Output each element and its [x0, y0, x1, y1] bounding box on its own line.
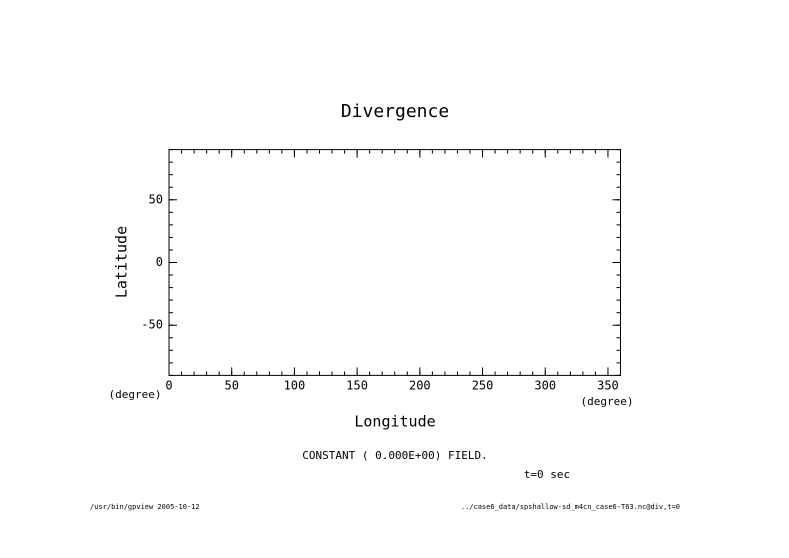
time-label: t=0 sec	[524, 468, 570, 481]
x-tick-label: 350	[597, 379, 619, 393]
y-axis-label: Latitude	[113, 226, 131, 298]
footer-right: ../case6_data/spshallow-sd_m4cn_case6-T6…	[461, 503, 680, 511]
x-tick-label: 0	[165, 379, 172, 393]
y-unit: (degree)	[109, 388, 162, 401]
y-tick-label: 50	[149, 192, 163, 206]
y-tick-label: -50	[141, 318, 163, 332]
y-tick-label: 0	[156, 255, 163, 269]
x-tick-label: 250	[472, 379, 494, 393]
x-unit: (degree)	[581, 395, 634, 408]
x-tick-label: 300	[534, 379, 556, 393]
x-tick-label: 200	[409, 379, 431, 393]
x-tick-label: 150	[346, 379, 368, 393]
annotation: CONSTANT ( 0.000E+00) FIELD.	[302, 449, 487, 462]
x-tick-label: 100	[284, 379, 306, 393]
chart-title: Divergence	[341, 101, 449, 122]
x-axis-label: Longitude	[354, 413, 435, 431]
footer-left: /usr/bin/gpview 2005-10-12	[90, 503, 200, 511]
x-tick-label: 50	[224, 379, 238, 393]
